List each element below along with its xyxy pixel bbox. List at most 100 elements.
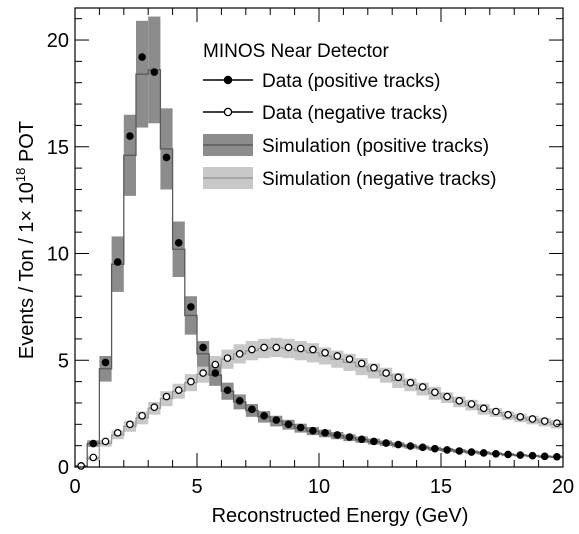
data-negative-point <box>101 437 110 446</box>
data-positive-point <box>492 449 500 458</box>
data-positive-point <box>187 303 195 311</box>
y-axis-label-base: 10 <box>16 182 38 210</box>
data-positive-point <box>260 411 268 420</box>
y-axis-label-exponent: 18 <box>13 168 28 182</box>
y-tick-label: 20 <box>47 30 69 52</box>
data-negative-point <box>296 344 305 353</box>
data-positive-point <box>443 446 451 454</box>
data-negative-point <box>504 410 512 419</box>
data-positive-point <box>321 429 329 437</box>
data-negative-point <box>248 345 256 354</box>
data-negative-point <box>431 388 439 397</box>
data-negative-point <box>223 354 232 362</box>
data-negative-point <box>272 343 281 352</box>
data-positive-point <box>162 153 171 162</box>
data-negative-point <box>126 420 134 429</box>
data-negative-point <box>260 343 268 352</box>
data-positive-point <box>296 423 305 432</box>
data-positive-point <box>89 439 98 448</box>
legend-item-sim-positive: Simulation (positive tracks) <box>203 134 489 157</box>
data-negative-point <box>321 348 329 357</box>
data-negative-point <box>162 392 171 401</box>
legend-item-sim-negative: Simulation (negative tracks) <box>203 167 496 190</box>
data-positive-point <box>248 405 256 414</box>
data-positive-point <box>516 451 525 459</box>
data-negative-point <box>406 378 415 387</box>
data-positive-point <box>235 397 244 405</box>
axis-ticks <box>74 8 564 468</box>
data-negative-point <box>492 407 500 416</box>
tick-labels: 0 5 10 15 20 0 5 10 15 20 <box>47 30 574 498</box>
data-negative-point <box>418 383 427 391</box>
simulation-lines <box>75 69 563 467</box>
data-positive-point <box>504 450 512 459</box>
data-negative-point <box>345 355 354 363</box>
data-positive-point <box>394 440 403 449</box>
x-tick-label: 10 <box>308 476 330 498</box>
data-negative-point <box>516 413 525 421</box>
data-positive-point <box>126 132 134 140</box>
legend-title: MINOS Near Detector <box>203 41 389 62</box>
legend-item-data-positive: Data (positive tracks) <box>203 71 440 92</box>
x-tick-label: 0 <box>69 476 80 498</box>
x-tick-label: 20 <box>552 476 574 498</box>
data-negative-point <box>443 392 451 401</box>
data-positive-point <box>113 258 122 266</box>
data-negative-point <box>150 403 159 412</box>
data-positive-point <box>406 442 415 450</box>
y-axis-label: Events / Ton / 1× 1018 POT <box>13 121 38 359</box>
data-positive-point <box>150 68 159 76</box>
data-positive-point <box>345 433 354 441</box>
data-negative-point <box>174 386 183 394</box>
legend: MINOS Near Detector Data (positive track… <box>203 41 496 190</box>
data-negative-point <box>382 369 390 377</box>
data-negative-point <box>77 462 85 470</box>
data-positive-point <box>284 420 293 429</box>
data-negative-point <box>553 419 561 428</box>
legend-label: Data (positive tracks) <box>262 71 440 92</box>
data-negative-point <box>479 404 488 413</box>
y-axis-label-suffix: POT <box>16 121 38 168</box>
y-tick-label: 15 <box>47 137 69 159</box>
legend-label: Simulation (positive tracks) <box>262 136 489 157</box>
data-negative-point <box>187 377 195 386</box>
data-positive-point <box>199 343 207 352</box>
data-negative-point <box>211 360 220 369</box>
data-positive-point <box>431 444 439 453</box>
y-axis-label-times: × <box>16 210 38 222</box>
data-negative-point <box>89 453 98 462</box>
data-negative-point <box>370 363 378 372</box>
sim-positive-line <box>75 69 563 467</box>
data-positive-point <box>553 452 561 461</box>
y-tick-label: 5 <box>58 350 69 372</box>
legend-swatch-marker <box>223 107 233 117</box>
data-negative-point <box>394 373 403 382</box>
legend-label: Data (negative tracks) <box>262 103 448 124</box>
data-negative-point <box>455 397 464 405</box>
data-negative-point <box>138 411 146 420</box>
data-positive-point <box>479 449 488 457</box>
y-tick-label: 0 <box>58 457 69 479</box>
y-tick-label: 10 <box>47 244 69 266</box>
legend-label: Simulation (negative tracks) <box>262 169 496 190</box>
data-points <box>77 53 561 470</box>
data-positive-point <box>272 416 281 424</box>
data-positive-point <box>333 431 342 439</box>
x-tick-label: 5 <box>191 476 202 498</box>
data-positive-point <box>309 426 317 435</box>
data-positive-point <box>101 358 110 367</box>
data-positive-point <box>467 448 476 456</box>
data-negative-point <box>528 415 537 423</box>
x-tick-label: 15 <box>430 476 452 498</box>
data-positive-point <box>382 439 390 447</box>
data-negative-point <box>309 345 317 354</box>
data-positive-point <box>174 239 183 247</box>
data-negative-point <box>467 400 476 408</box>
data-positive-point <box>357 435 366 444</box>
data-negative-point <box>333 352 342 360</box>
data-negative-point <box>540 417 549 425</box>
data-positive-point <box>418 443 427 452</box>
data-negative-point <box>113 429 122 437</box>
